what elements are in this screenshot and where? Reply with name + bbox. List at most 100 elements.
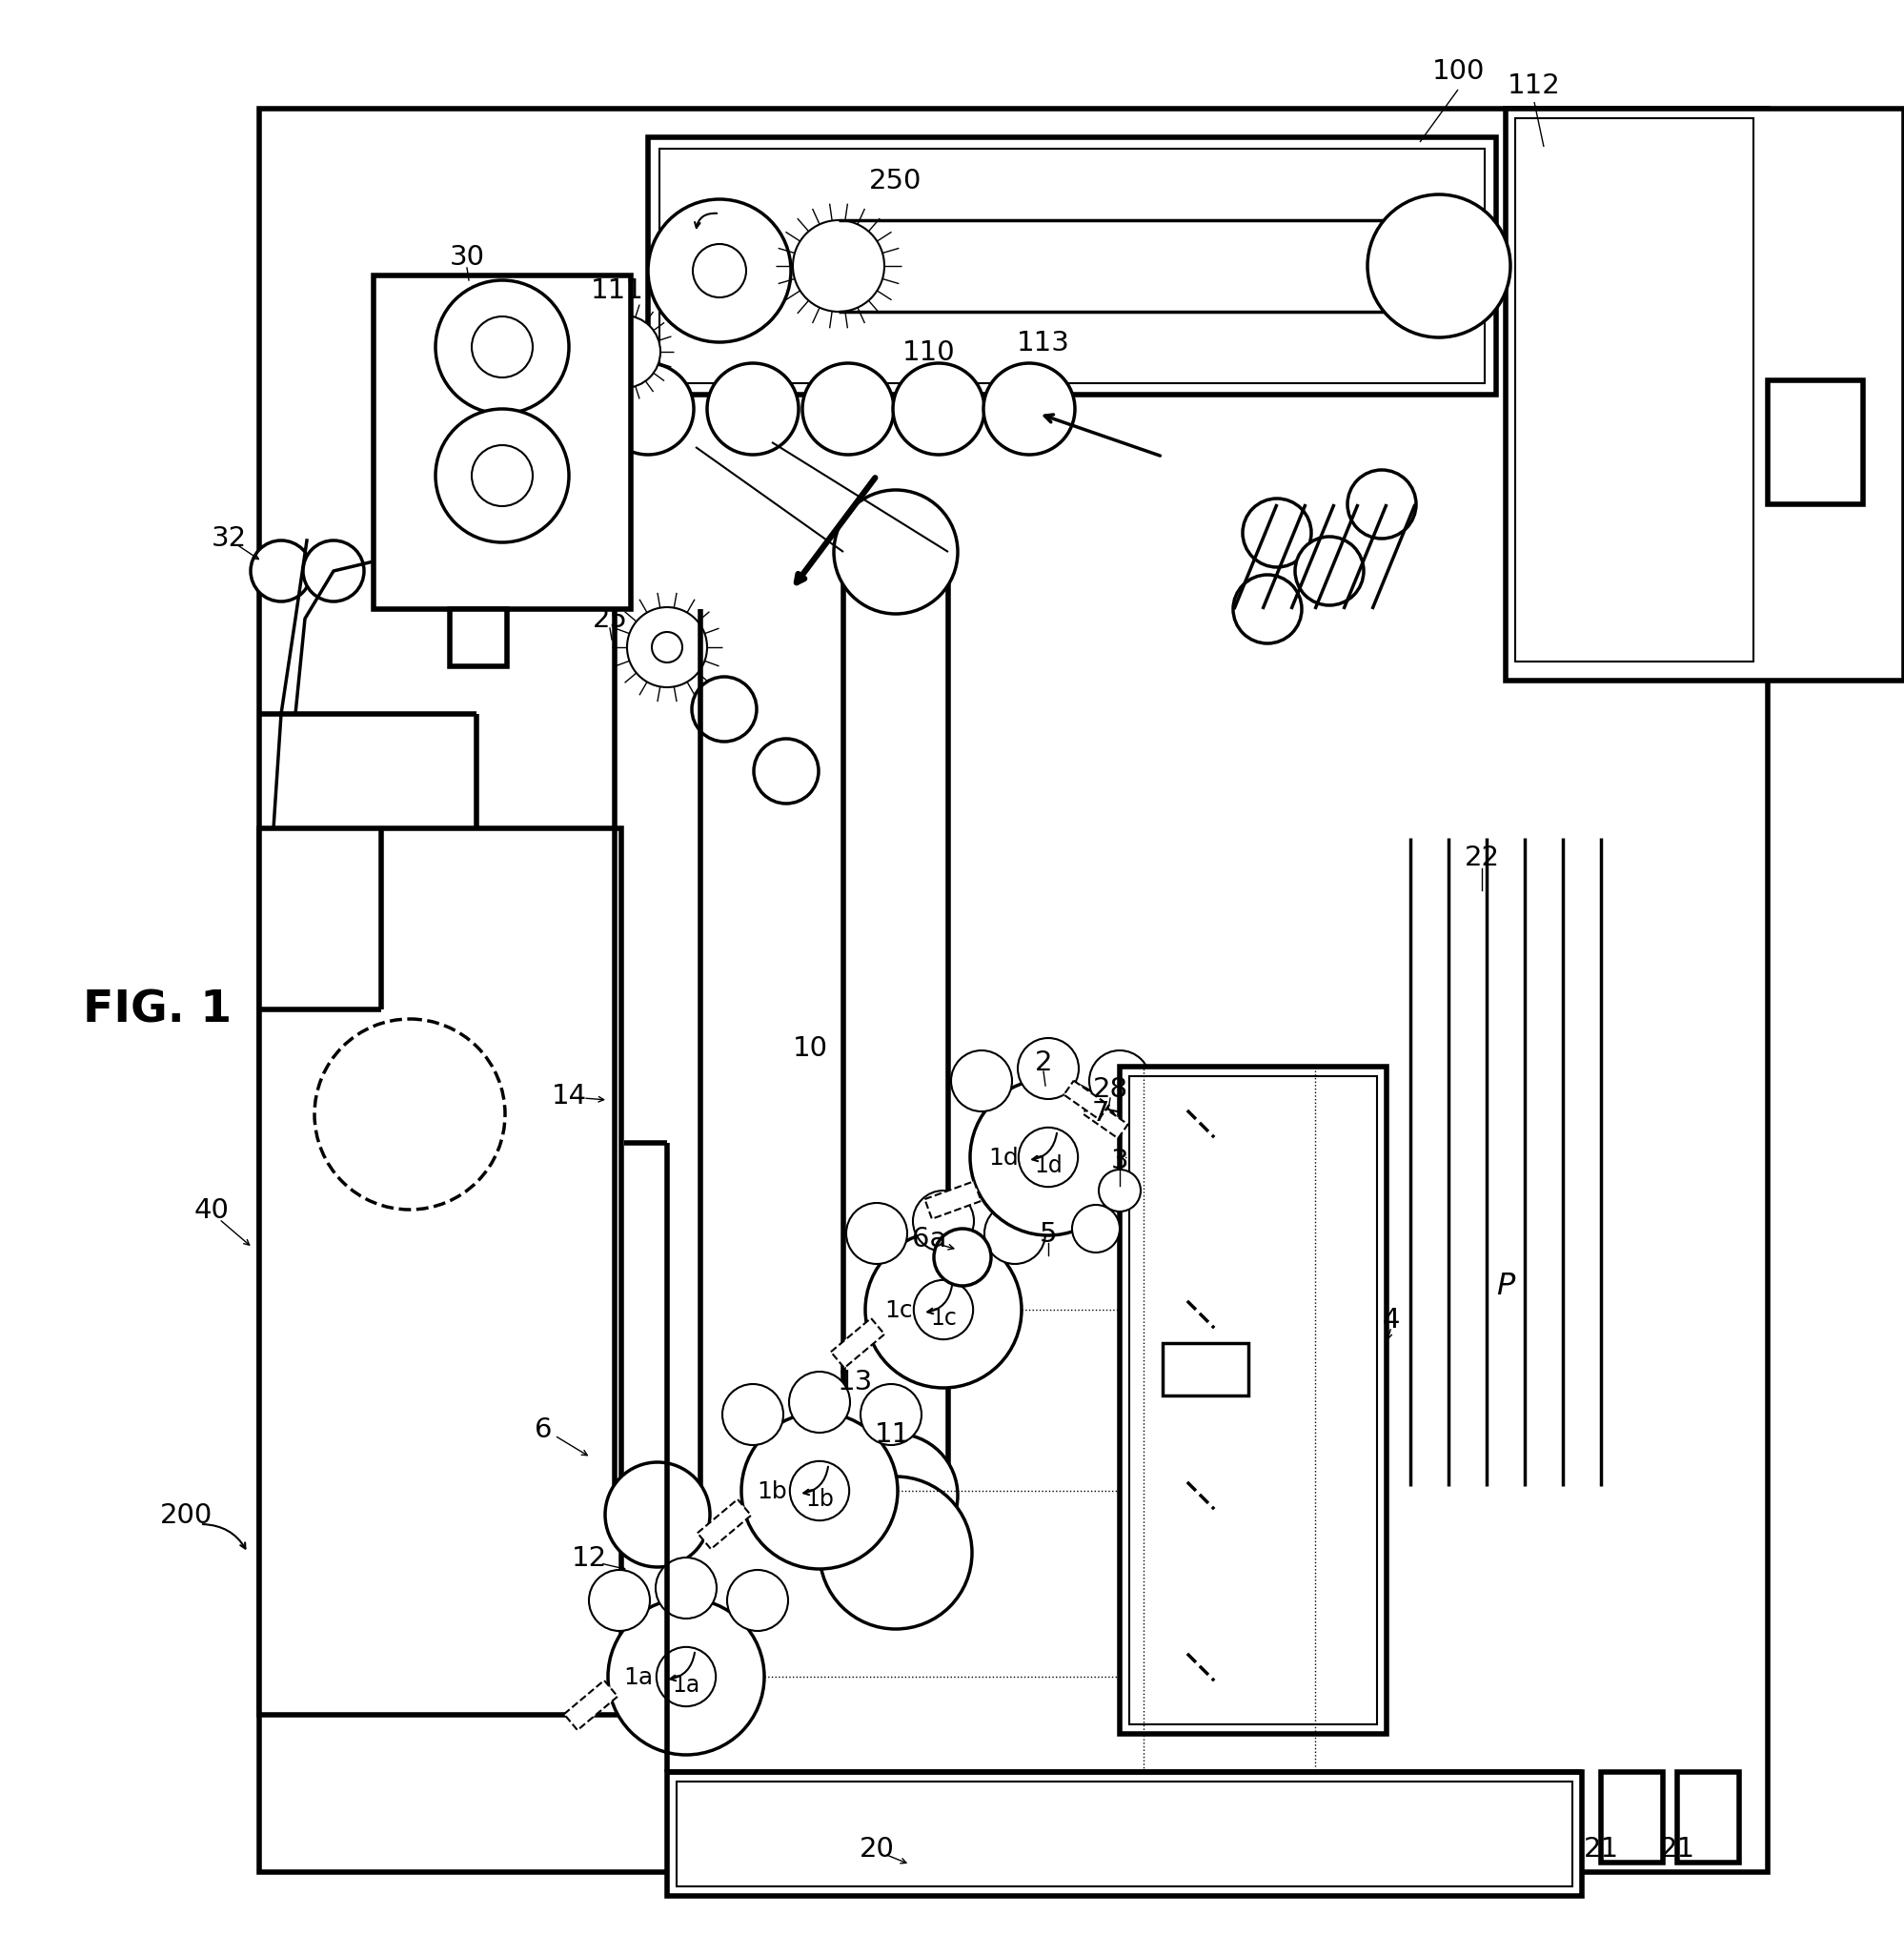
Text: 100: 100 — [1432, 58, 1485, 85]
Text: 6a: 6a — [912, 1225, 946, 1252]
Text: 7: 7 — [1091, 1099, 1110, 1126]
Circle shape — [607, 1598, 764, 1755]
Circle shape — [1367, 195, 1510, 339]
Circle shape — [819, 1476, 973, 1629]
Circle shape — [914, 1281, 973, 1339]
Text: 1a: 1a — [672, 1674, 701, 1697]
Circle shape — [741, 1413, 897, 1569]
Polygon shape — [1064, 1082, 1108, 1120]
Circle shape — [588, 1569, 649, 1631]
Circle shape — [1072, 1206, 1120, 1252]
Circle shape — [790, 1461, 849, 1521]
Circle shape — [984, 1204, 1045, 1264]
Circle shape — [655, 1558, 716, 1620]
Bar — [676, 1782, 1573, 1887]
Text: 21: 21 — [1660, 1834, 1695, 1861]
Bar — [1516, 120, 1754, 662]
Circle shape — [950, 1051, 1013, 1113]
Circle shape — [893, 364, 984, 455]
Circle shape — [706, 364, 798, 455]
Text: 12: 12 — [571, 1544, 607, 1571]
Circle shape — [754, 739, 819, 805]
Text: 21: 21 — [1584, 1834, 1618, 1861]
Circle shape — [436, 281, 569, 414]
Text: 6: 6 — [535, 1416, 552, 1442]
Circle shape — [834, 491, 958, 615]
Text: 2: 2 — [1034, 1049, 1053, 1076]
Circle shape — [693, 246, 746, 298]
Circle shape — [788, 1372, 849, 1434]
Circle shape — [436, 410, 569, 544]
Text: 1d: 1d — [988, 1146, 1019, 1169]
Text: 113: 113 — [1017, 329, 1070, 356]
Polygon shape — [564, 1680, 617, 1730]
Bar — [1129, 1076, 1377, 1724]
Polygon shape — [1083, 1101, 1127, 1140]
Text: 32: 32 — [211, 524, 246, 551]
Circle shape — [314, 1020, 505, 1209]
Circle shape — [933, 1229, 992, 1287]
Circle shape — [1099, 1171, 1140, 1211]
Text: 20: 20 — [859, 1834, 895, 1861]
Text: 3: 3 — [1110, 1147, 1129, 1175]
Bar — [1677, 1772, 1738, 1863]
Circle shape — [1243, 499, 1312, 567]
Circle shape — [303, 542, 364, 602]
Text: P: P — [1497, 1271, 1516, 1300]
Circle shape — [626, 608, 706, 687]
Circle shape — [472, 445, 533, 507]
Text: 28: 28 — [1093, 1076, 1127, 1103]
Polygon shape — [925, 1182, 981, 1219]
Circle shape — [1019, 1128, 1078, 1188]
Circle shape — [722, 1384, 783, 1445]
Text: 250: 250 — [870, 168, 922, 194]
Circle shape — [1019, 1039, 1080, 1099]
Circle shape — [1089, 1051, 1150, 1113]
Circle shape — [1295, 538, 1363, 606]
Circle shape — [647, 199, 790, 342]
Bar — [647, 137, 1497, 395]
Bar — [659, 149, 1485, 383]
Text: 1c: 1c — [885, 1298, 912, 1322]
Text: 1b: 1b — [805, 1488, 834, 1511]
Bar — [1120, 1066, 1386, 1734]
Text: 110: 110 — [902, 339, 956, 366]
Text: 22: 22 — [1464, 844, 1500, 871]
Circle shape — [651, 633, 682, 664]
Circle shape — [605, 1463, 710, 1567]
Circle shape — [864, 1233, 1022, 1387]
Circle shape — [472, 317, 533, 377]
Circle shape — [792, 221, 883, 312]
Text: 10: 10 — [792, 1035, 828, 1060]
Circle shape — [861, 1384, 922, 1445]
Text: 25: 25 — [592, 606, 628, 633]
Text: 40: 40 — [194, 1196, 228, 1223]
Circle shape — [1348, 470, 1417, 540]
Circle shape — [834, 1434, 958, 1558]
Text: 30: 30 — [449, 244, 486, 271]
Bar — [259, 110, 1767, 1873]
Circle shape — [971, 1080, 1127, 1236]
Circle shape — [912, 1190, 975, 1252]
Circle shape — [588, 315, 661, 389]
Bar — [259, 828, 621, 1714]
Circle shape — [1234, 575, 1302, 644]
Circle shape — [251, 542, 312, 602]
Text: 1b: 1b — [756, 1480, 786, 1502]
Circle shape — [602, 364, 693, 455]
Bar — [1129, 1066, 1339, 1772]
Text: FIG. 1: FIG. 1 — [84, 989, 232, 1031]
Text: 1d: 1d — [1034, 1153, 1062, 1176]
Bar — [1163, 1343, 1249, 1395]
Text: 5: 5 — [1040, 1221, 1057, 1248]
Circle shape — [984, 364, 1076, 455]
Polygon shape — [830, 1318, 885, 1368]
Circle shape — [802, 364, 893, 455]
Text: 1c: 1c — [931, 1306, 956, 1329]
Circle shape — [657, 1647, 716, 1707]
Text: 200: 200 — [160, 1502, 211, 1529]
Text: 13: 13 — [838, 1368, 872, 1395]
Bar — [1506, 110, 1904, 681]
Bar — [1767, 381, 1862, 505]
Text: 11: 11 — [874, 1420, 910, 1447]
